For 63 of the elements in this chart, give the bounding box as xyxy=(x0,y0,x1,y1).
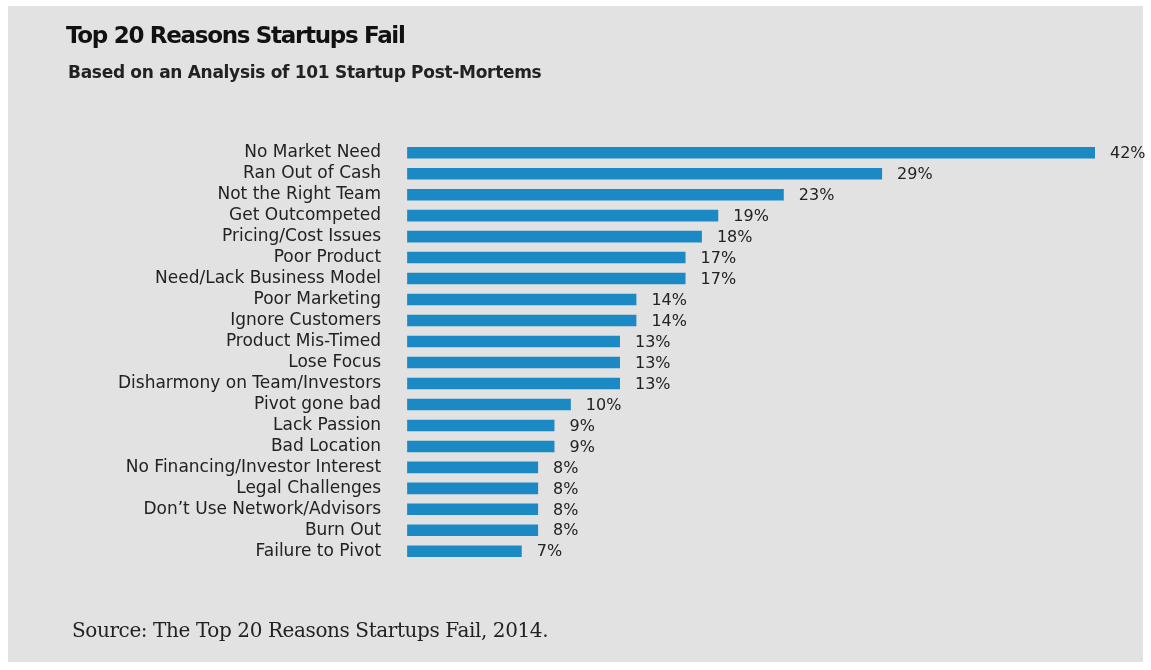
chart-subtitle: Based on an Analysis of 101 Startup Post-Mortems xyxy=(68,62,542,82)
bar xyxy=(407,209,719,222)
bar xyxy=(407,545,522,558)
bar xyxy=(407,314,637,327)
y-tick-label: No Market Need xyxy=(244,141,382,162)
y-tick-label: Don’t Use Network/Advisors xyxy=(143,497,382,518)
y-tick-label: Pricing/Cost Issues xyxy=(222,225,382,246)
bar xyxy=(407,377,620,390)
chart-title: Top 20 Reasons Startups Fail xyxy=(66,22,405,48)
bar xyxy=(407,167,883,180)
data-label: 8% xyxy=(553,478,579,498)
data-label: 17% xyxy=(700,247,737,267)
y-tick-label: No Financing/Investor Interest xyxy=(125,455,382,476)
y-tick-label: Lose Focus xyxy=(288,350,382,371)
y-tick-label: Lack Passion xyxy=(273,413,382,434)
y-tick-label: Not the Right Team xyxy=(217,183,382,204)
data-label: 17% xyxy=(700,268,737,288)
y-tick-label: Disharmony on Team/Investors xyxy=(117,371,382,392)
data-label: 29% xyxy=(897,163,933,183)
data-label: 42% xyxy=(1110,142,1146,162)
data-label: 14% xyxy=(651,289,687,309)
y-tick-label: Need/Lack Business Model xyxy=(155,266,382,287)
y-tick-label: Pivot gone bad xyxy=(254,392,382,413)
bar xyxy=(407,398,571,411)
data-label: 13% xyxy=(635,352,671,372)
y-tick-label: Poor Marketing xyxy=(253,287,382,308)
y-tick-label: Ignore Customers xyxy=(230,308,382,329)
data-label: 13% xyxy=(635,373,671,393)
bar xyxy=(407,461,539,474)
data-label: 8% xyxy=(553,457,579,477)
data-label: 23% xyxy=(798,184,835,204)
data-label: 8% xyxy=(553,520,579,540)
bar xyxy=(407,146,1095,159)
data-label: 9% xyxy=(569,415,595,435)
bar xyxy=(407,440,555,453)
bar xyxy=(407,419,555,432)
data-label: 14% xyxy=(651,310,687,330)
data-label: 9% xyxy=(569,436,595,456)
bar xyxy=(407,230,702,243)
y-tick-label: Poor Product xyxy=(273,246,382,267)
bar xyxy=(407,188,784,201)
bar xyxy=(407,293,637,306)
bar xyxy=(407,356,620,369)
data-label: 8% xyxy=(553,499,579,519)
data-label: 18% xyxy=(716,226,753,246)
data-label: 7% xyxy=(536,541,563,561)
bar xyxy=(407,251,686,264)
data-label: 19% xyxy=(733,205,769,225)
y-tick-label: Failure to Pivot xyxy=(255,539,382,560)
bar xyxy=(407,482,539,495)
y-tick-label: Product Mis-Timed xyxy=(225,329,382,350)
bar xyxy=(407,272,686,285)
source-note: Source: The Top 20 Reasons Startups Fail, 2014. xyxy=(72,618,549,642)
y-tick-label: Ran Out of Cash xyxy=(243,162,382,183)
bar xyxy=(407,524,539,537)
bar xyxy=(407,503,539,516)
data-label: 10% xyxy=(585,394,622,414)
bar xyxy=(407,335,620,348)
y-tick-label: Legal Challenges xyxy=(236,476,382,497)
data-label: 13% xyxy=(635,331,671,351)
y-tick-label: Get Outcompeted xyxy=(229,204,382,225)
y-tick-label: Burn Out xyxy=(304,518,382,539)
y-tick-label: Bad Location xyxy=(270,434,382,455)
